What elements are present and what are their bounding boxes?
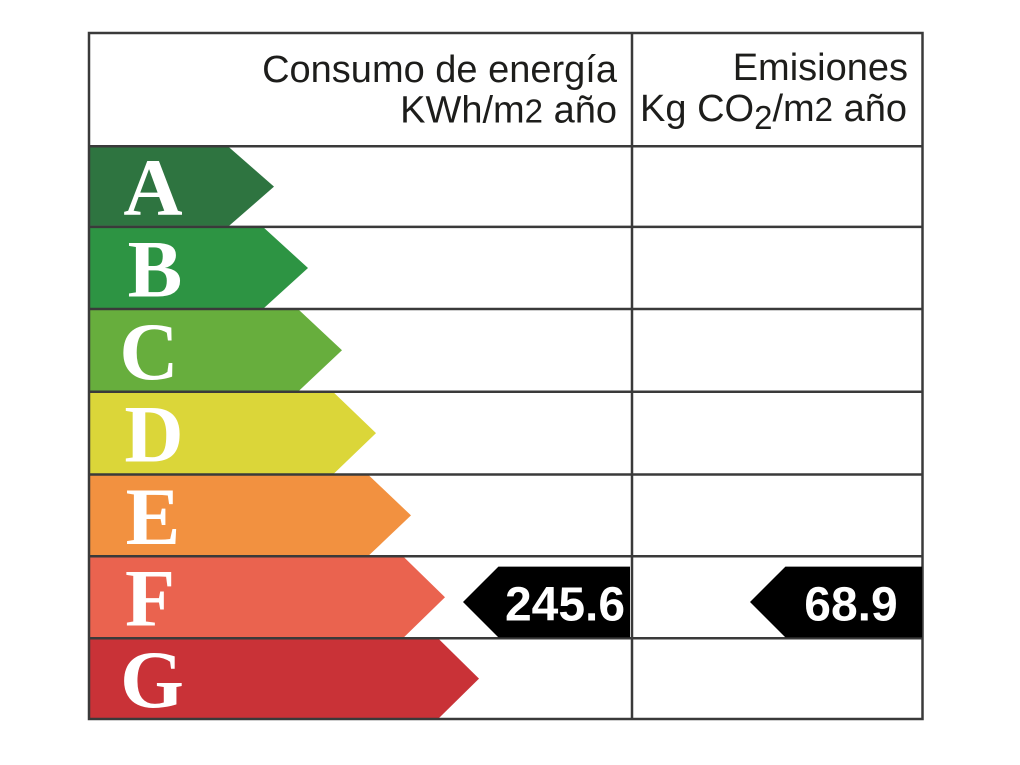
svg-text:C: C bbox=[119, 306, 178, 397]
svg-text:Kg CO2/m2 año: Kg CO2/m2 año bbox=[640, 88, 907, 136]
svg-text:Consumo de energía: Consumo de energía bbox=[262, 49, 618, 91]
svg-text:KWh/m2 año: KWh/m2 año bbox=[400, 90, 617, 132]
svg-text:D: D bbox=[124, 389, 183, 480]
svg-text:G: G bbox=[120, 634, 184, 725]
svg-text:A: A bbox=[123, 142, 182, 233]
svg-text:Emisiones: Emisiones bbox=[733, 47, 908, 89]
svg-text:B: B bbox=[128, 224, 183, 315]
svg-text:F: F bbox=[125, 553, 175, 644]
svg-text:245.6: 245.6 bbox=[505, 579, 625, 632]
svg-text:E: E bbox=[126, 471, 181, 562]
svg-text:68.9: 68.9 bbox=[804, 579, 897, 632]
